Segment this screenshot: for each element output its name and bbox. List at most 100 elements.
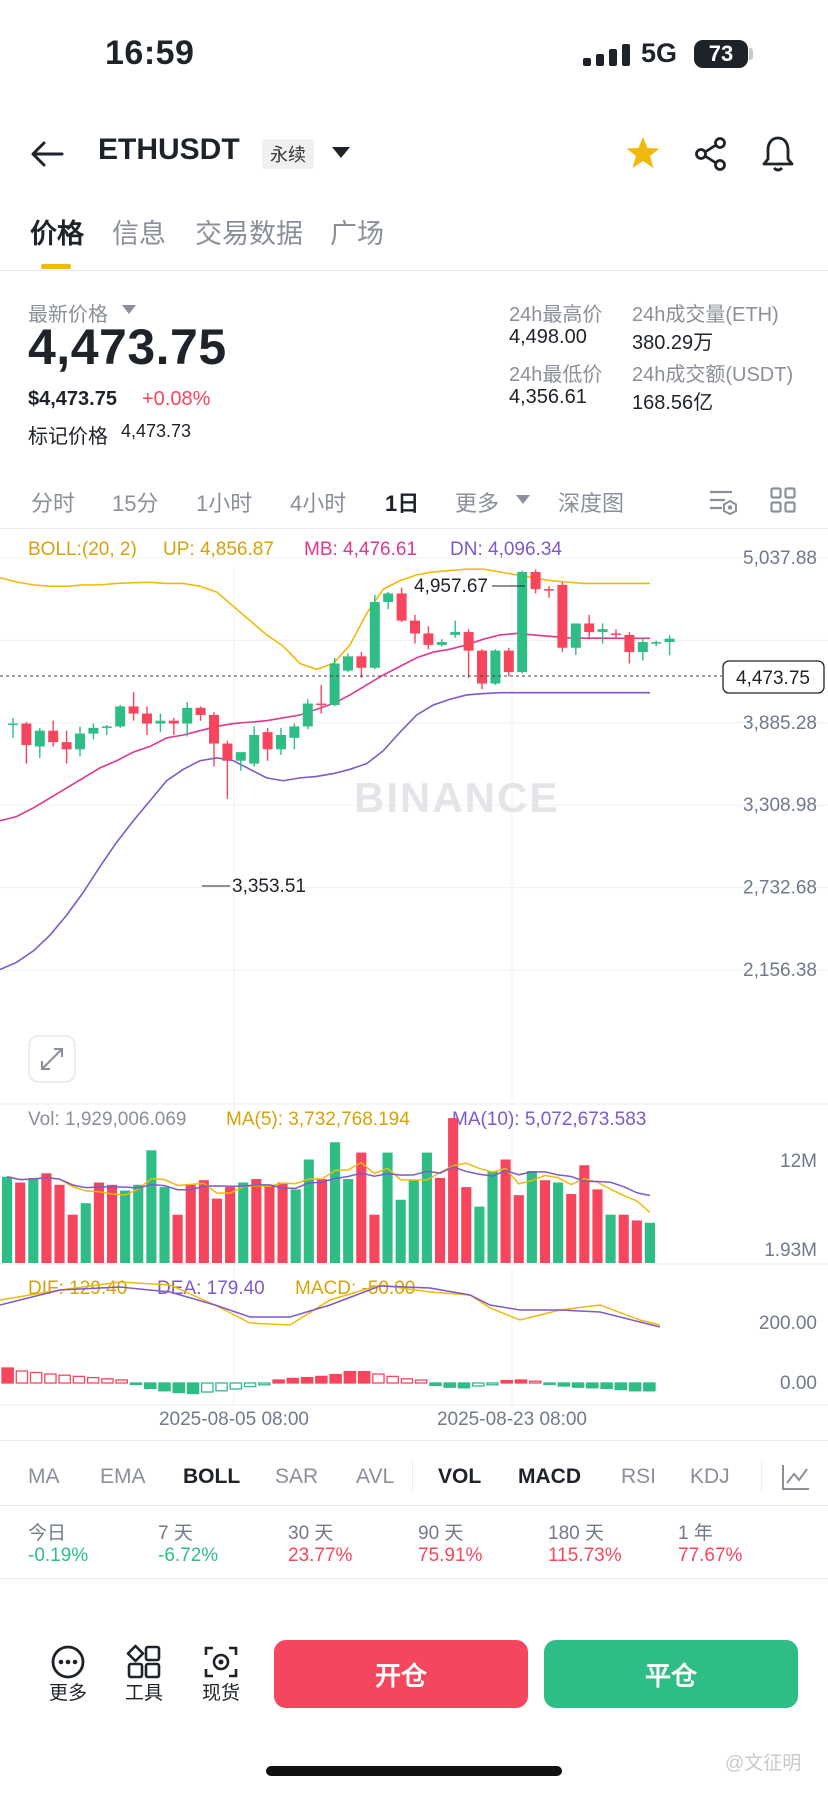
macd-bar xyxy=(543,1382,556,1386)
chart-grid xyxy=(0,557,828,1405)
volume-bar xyxy=(28,1177,39,1263)
tools-label[interactable]: 工具 xyxy=(125,1683,164,1704)
candle-body xyxy=(182,707,193,724)
layout-grid-icon[interactable] xyxy=(770,487,796,513)
tab-trading-data[interactable]: 交易数据 xyxy=(195,219,303,249)
indicator-avl[interactable]: AVL xyxy=(356,1465,395,1488)
boll-legend-label: BOLL:(20, 2) xyxy=(28,539,137,560)
tab-price[interactable]: 价格 xyxy=(30,219,84,249)
macd-bar xyxy=(386,1375,399,1384)
more-label[interactable]: 更多 xyxy=(49,1683,88,1704)
vol-ma10-legend: MA(10): 5,072,673.583 xyxy=(452,1109,646,1130)
perf-period-value: 23.77% xyxy=(288,1545,353,1566)
spot-icon[interactable] xyxy=(203,1644,239,1680)
macd-dea-line xyxy=(0,1285,661,1328)
price-chart[interactable]: BOLL:(20, 2) UP: 4,856.87 MB: 4,476.61 D… xyxy=(0,530,828,1430)
candle-body xyxy=(369,602,380,668)
back-arrow-icon[interactable] xyxy=(30,140,64,168)
interval-1h[interactable]: 1小时 xyxy=(196,491,253,516)
volume-bar xyxy=(461,1187,472,1263)
perf-period-label: 90 天 xyxy=(418,1523,464,1544)
high-24h-value: 4,498.00 xyxy=(509,326,587,348)
indicator-boll[interactable]: BOLL xyxy=(183,1465,241,1488)
candle-body xyxy=(637,642,648,653)
more-dropdown-icon[interactable] xyxy=(516,495,530,504)
volume-bar xyxy=(369,1214,380,1263)
more-icon[interactable] xyxy=(50,1644,86,1680)
macd-bar xyxy=(229,1382,243,1390)
macd-bar xyxy=(58,1374,71,1384)
tab-info[interactable]: 信息 xyxy=(112,219,166,249)
indicator-macd[interactable]: MACD xyxy=(518,1465,581,1488)
price-axis-label: 3,308.98 xyxy=(743,795,817,816)
macd-bar xyxy=(329,1373,342,1384)
volume-legend: Vol: 1,929,006.069 xyxy=(28,1109,186,1130)
macd-bar xyxy=(158,1382,171,1392)
indicator-vol[interactable]: VOL xyxy=(438,1465,482,1488)
close-position-button[interactable]: 平仓 xyxy=(544,1640,798,1708)
symbol-dropdown-icon[interactable] xyxy=(332,147,350,159)
share-icon[interactable] xyxy=(694,137,728,171)
interval-more[interactable]: 更多 xyxy=(455,491,500,516)
volume-bar xyxy=(159,1187,170,1263)
expand-icon xyxy=(41,1048,63,1070)
indicator-kdj[interactable]: KDJ xyxy=(690,1465,730,1488)
tab-square[interactable]: 广场 xyxy=(330,219,384,249)
indicator-settings-icon[interactable] xyxy=(781,1463,811,1491)
candle-body xyxy=(235,752,246,761)
macd-dea-legend: DEA: 179.40 xyxy=(157,1278,265,1299)
volume-bar xyxy=(474,1206,485,1263)
macd-bar xyxy=(86,1376,100,1384)
price-type-dropdown-icon[interactable] xyxy=(122,305,136,314)
candle-body xyxy=(34,730,45,747)
candle-body xyxy=(423,633,434,645)
indicator-sar[interactable]: SAR xyxy=(275,1465,319,1488)
spot-label[interactable]: 现货 xyxy=(202,1683,241,1704)
candle-body xyxy=(570,623,581,648)
candle-body xyxy=(517,571,528,673)
tools-icon[interactable] xyxy=(126,1644,162,1680)
candle-body xyxy=(48,730,59,743)
high-marker: 4,957.67 xyxy=(414,576,525,597)
home-indicator[interactable] xyxy=(266,1766,562,1776)
perf-period-label: 1 年 xyxy=(678,1523,713,1544)
indicator-divider-bottom xyxy=(0,1505,828,1506)
indicator-ema[interactable]: EMA xyxy=(100,1465,146,1488)
indicator-ma[interactable]: MA xyxy=(28,1465,60,1488)
open-position-button[interactable]: 开仓 xyxy=(274,1640,528,1708)
volume-bar xyxy=(211,1198,223,1263)
macd-dif-line xyxy=(0,1281,661,1326)
depth-chart-tab[interactable]: 深度图 xyxy=(558,491,625,516)
interval-4h[interactable]: 4小时 xyxy=(290,491,347,516)
bell-notification-icon[interactable] xyxy=(762,135,794,173)
volume-bar xyxy=(644,1222,655,1263)
contract-type-badge: 永续 xyxy=(262,139,314,169)
vol-axis-min: 1.93M xyxy=(764,1240,817,1261)
perf-period-label: 今日 xyxy=(28,1523,67,1544)
macd-bar xyxy=(628,1382,642,1392)
current-price-tag xyxy=(722,660,825,694)
interval-timeline[interactable]: 分时 xyxy=(31,491,76,516)
candle-body xyxy=(249,734,260,764)
star-favorite-icon[interactable] xyxy=(625,136,661,170)
candle-body xyxy=(75,733,85,750)
candle-body xyxy=(477,650,487,684)
volume-bar xyxy=(2,1176,13,1263)
macd-bar xyxy=(557,1382,571,1387)
volume-bar xyxy=(382,1152,393,1263)
interval-1d[interactable]: 1日 xyxy=(385,491,420,516)
interval-15m[interactable]: 15分 xyxy=(112,491,159,516)
macd-bar xyxy=(315,1375,328,1384)
latest-price-label[interactable]: 最新价格 xyxy=(28,304,108,326)
symbol-title[interactable]: ETHUSDT xyxy=(98,133,240,166)
candle-body xyxy=(490,650,501,684)
cellular-signal-icon xyxy=(583,44,630,66)
volume-bar xyxy=(41,1173,52,1263)
boll-lines xyxy=(0,568,650,971)
indicator-rsi[interactable]: RSI xyxy=(621,1465,657,1488)
volume-bar xyxy=(225,1187,236,1263)
macd-bar xyxy=(44,1373,57,1384)
expand-chart-button[interactable] xyxy=(28,1035,76,1083)
macd-bar xyxy=(272,1379,285,1384)
chart-settings-icon[interactable] xyxy=(708,487,738,515)
